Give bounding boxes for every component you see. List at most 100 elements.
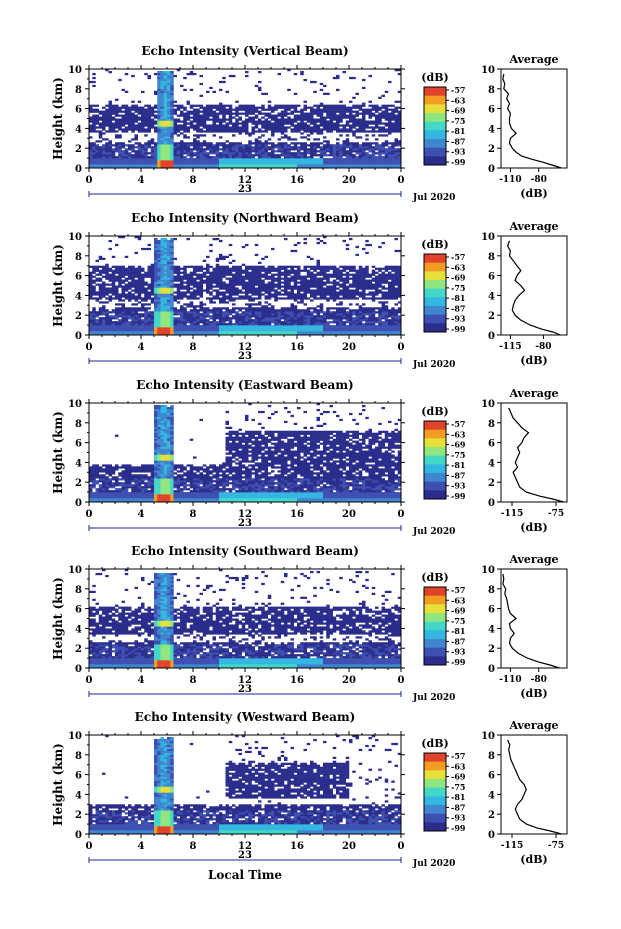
heatmap-cell xyxy=(261,116,265,119)
heatmap-cell xyxy=(128,140,132,143)
heatmap-cell xyxy=(124,72,129,76)
heatmap-cell xyxy=(95,122,99,125)
heatmap-cell xyxy=(355,142,359,145)
heatmap-cell xyxy=(287,323,291,326)
heatmap-cell xyxy=(267,166,272,169)
heatmap-cell xyxy=(368,100,372,103)
heatmap-cell xyxy=(157,76,161,80)
heatmap-cell xyxy=(261,315,265,318)
heatmap-cell xyxy=(264,130,268,133)
heatmap-cell xyxy=(209,166,213,169)
heatmap-cell xyxy=(271,158,275,161)
heatmap-cell xyxy=(215,281,220,284)
heatmap-cell xyxy=(219,120,223,123)
heatmap-cell xyxy=(326,142,330,145)
heatmap-cell xyxy=(215,283,220,286)
heatmap-cell xyxy=(199,277,203,280)
heatmap-cell xyxy=(163,166,168,169)
heatmap-cell xyxy=(241,106,246,109)
heatmap-cell xyxy=(349,160,353,163)
heatmap-cell xyxy=(128,166,132,169)
heatmap-cell xyxy=(261,164,265,167)
heatmap-cell xyxy=(222,152,226,155)
heatmap-cell xyxy=(170,166,174,169)
heatmap-cell xyxy=(319,110,324,113)
heatmap-cell xyxy=(280,112,285,115)
heatmap-cell xyxy=(329,118,333,121)
heatmap-cell xyxy=(193,297,197,300)
heatmap-cell xyxy=(254,311,259,314)
heatmap-cell xyxy=(173,166,177,169)
heatmap-cell xyxy=(163,301,168,304)
heatmap-cell xyxy=(264,311,268,314)
heatmap-cell xyxy=(108,128,112,131)
heatmap-cell xyxy=(183,114,187,117)
heatmap-cell xyxy=(358,148,363,151)
heatmap-cell xyxy=(248,319,252,322)
heatmap-cell xyxy=(180,321,184,324)
heatmap-cell xyxy=(238,281,242,284)
heatmap-cell xyxy=(280,325,285,328)
heatmap-cell xyxy=(251,281,255,284)
heatmap-cell xyxy=(284,293,288,296)
heatmap-cell xyxy=(163,86,168,90)
heatmap-cell xyxy=(199,114,203,117)
heatmap-cell xyxy=(290,158,294,161)
heatmap-cell xyxy=(115,291,119,294)
heatmap-cell xyxy=(124,309,129,312)
heatmap-cell xyxy=(95,291,99,294)
heatmap-cell xyxy=(388,156,392,159)
heatmap-cell xyxy=(235,160,239,163)
heatmap-cell xyxy=(251,265,255,268)
heatmap-cell xyxy=(277,325,281,328)
heatmap-cell xyxy=(280,162,285,165)
heatmap-cell xyxy=(186,333,190,336)
heatmap-cell xyxy=(180,152,184,155)
heatmap-cell xyxy=(157,116,161,119)
avg-profile-line xyxy=(502,73,562,169)
heatmap-cell xyxy=(154,106,158,109)
heatmap-cell xyxy=(293,321,298,324)
heatmap-cell xyxy=(215,162,220,165)
heatmap-cell xyxy=(228,126,233,129)
heatmap-cell xyxy=(202,108,207,111)
heatmap-cell xyxy=(209,164,213,167)
heatmap-cell xyxy=(219,102,223,105)
heatmap-cell xyxy=(251,154,255,157)
heatmap-cell xyxy=(235,275,239,278)
heatmap-cell xyxy=(388,108,392,111)
heatmap-cell xyxy=(388,118,392,121)
heatmap-cell xyxy=(118,136,122,139)
heatmap-cell xyxy=(196,305,200,308)
heatmap-cell xyxy=(199,160,203,163)
heatmap-cell xyxy=(254,271,259,274)
heatmap-cell xyxy=(157,80,161,84)
heatmap-cell xyxy=(141,108,145,111)
heatmap-cell xyxy=(134,281,138,284)
heatmap-cell xyxy=(147,144,151,147)
heatmap-cell xyxy=(209,299,213,302)
heatmap-cell xyxy=(319,118,324,121)
heatmap-cell xyxy=(300,156,304,159)
heatmap-cell xyxy=(293,146,298,149)
heatmap-cell xyxy=(186,162,190,165)
heatmap-cell xyxy=(261,317,265,320)
heatmap-cell xyxy=(384,106,389,109)
heatmap-cell xyxy=(248,295,252,298)
heatmap-cell xyxy=(245,126,249,129)
heatmap-cell xyxy=(170,329,174,332)
heatmap-cell xyxy=(225,104,229,107)
heatmap-cell xyxy=(293,297,298,300)
heatmap-cell xyxy=(173,323,177,326)
heatmap-cell xyxy=(115,120,119,123)
heatmap-cell xyxy=(277,283,281,286)
heatmap-cell xyxy=(290,275,294,278)
heatmap-cell xyxy=(102,154,106,157)
heatmap-cell xyxy=(306,128,311,131)
heatmap-cell xyxy=(228,261,233,264)
heatmap-cell xyxy=(300,136,304,139)
heatmap-cell xyxy=(92,162,96,165)
heatmap-cell xyxy=(206,311,210,314)
heatmap-cell xyxy=(115,269,119,272)
heatmap-cell xyxy=(98,295,103,298)
